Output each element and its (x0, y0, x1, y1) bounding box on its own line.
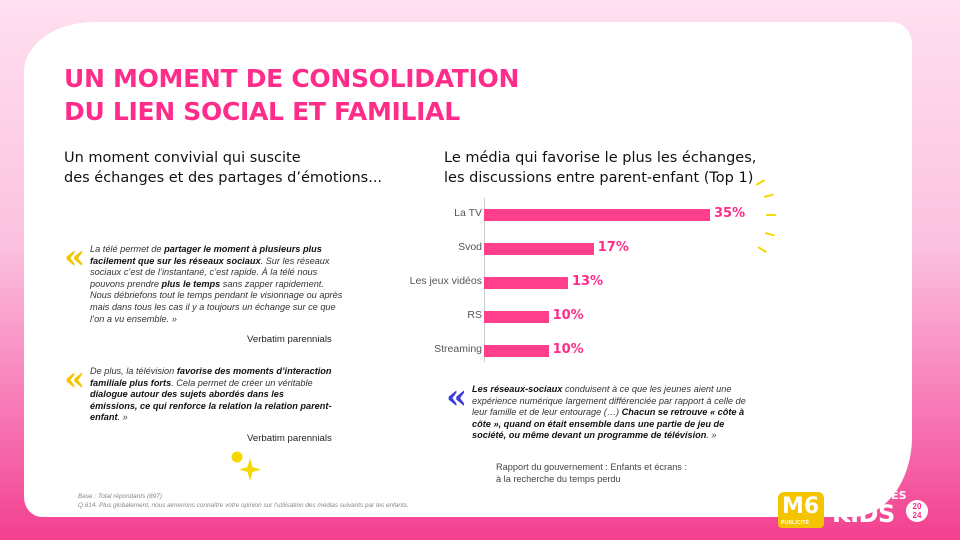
content-card (24, 22, 912, 517)
m6-publicite-logo: M6 PUBLICITÉ (778, 492, 824, 528)
quote-1-text: La télé permet de partager le moment à p… (90, 244, 343, 324)
category-label: RS (467, 309, 482, 321)
bar (484, 277, 568, 289)
open-quote-icon: « (446, 377, 468, 417)
bar (484, 209, 710, 221)
footnote-base: Base : Total répondants (897) (78, 493, 162, 500)
value-label: 13% (571, 274, 604, 289)
quote-3-source: Rapport du gouvernement : Enfants et écr… (496, 462, 688, 484)
chart-row: La TV 35% (380, 205, 800, 221)
value-label: 10% (552, 342, 584, 357)
footnote: Base : Total répondants (897) Q.614. Plu… (78, 492, 409, 510)
category-label: Streaming (434, 343, 482, 355)
quote-block-2: « De plus, la télévision favorise des mo… (64, 362, 332, 424)
bar (484, 345, 549, 357)
chart-row: Svod 17% (380, 239, 800, 255)
right-heading: Le média qui favorise le plus les échang… (444, 148, 756, 188)
open-quote-icon: « (64, 237, 86, 277)
value-label: 10% (552, 308, 584, 323)
value-label: 35% (714, 206, 746, 221)
category-label: Svod (458, 241, 482, 253)
footnote-question: Q.614. Plus globalement, nous aimerions … (78, 502, 409, 509)
bar (484, 243, 594, 255)
title-line-2: DU LIEN SOCIAL ET FAMILIAL (64, 97, 460, 126)
title-line-1: UN MOMENT DE CONSOLIDATION (64, 64, 520, 93)
quote-1-attribution: Verbatim parennials (247, 334, 332, 345)
bar (484, 311, 549, 323)
chart-row: RS 10% (380, 307, 800, 323)
left-heading: Un moment convivial qui suscite des écha… (64, 148, 382, 188)
quote-block-3: « Les réseaux-sociaux conduisent à ce qu… (446, 380, 746, 442)
right-heading-line-2: les discussions entre parent-enfant (Top… (444, 170, 754, 186)
category-label: La TV (454, 207, 482, 219)
chart-row: Les jeux vidéos 13% (380, 273, 800, 289)
quote-block-1: « La télé permet de partager le moment à… (64, 240, 344, 325)
quote-3-text: Les réseaux-sociaux conduisent à ce que … (472, 384, 746, 441)
sparkle-icon (231, 451, 261, 481)
left-heading-line-1: Un moment convivial qui suscite (64, 150, 301, 166)
value-label: 17% (597, 240, 629, 255)
category-label: Les jeux vidéos (409, 275, 482, 287)
open-quote-icon: « (64, 359, 86, 399)
right-heading-line-1: Le média qui favorise le plus les échang… (444, 150, 757, 166)
tendances-kids-logo: TENDANCES KIDS (832, 489, 907, 528)
chart-row: Streaming 10% (380, 341, 800, 357)
quote-2-text: De plus, la télévision favorise des mome… (90, 366, 332, 423)
year-badge: 20 24 (906, 500, 928, 522)
left-heading-line-2: des échanges et des partages d’émotions.… (64, 170, 383, 186)
quote-2-attribution: Verbatim parennials (247, 433, 332, 444)
page-title: UN MOMENT DE CONSOLIDATION DU LIEN SOCIA… (64, 62, 519, 128)
